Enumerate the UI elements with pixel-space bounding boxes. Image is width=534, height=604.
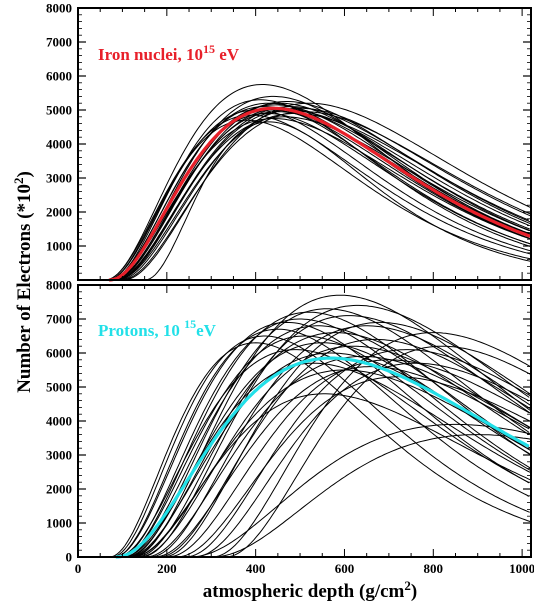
mean-shower-curve bbox=[115, 356, 530, 559]
y-tick-label: 0 bbox=[66, 550, 73, 565]
y-axis-title-text: Number of Electrons (*10 bbox=[14, 184, 35, 393]
y-tick-label: 2000 bbox=[46, 205, 72, 220]
iron-annotation: Iron nuclei, 1015 eV bbox=[98, 42, 240, 64]
iron-annotation-text: Iron nuclei, 10 bbox=[98, 45, 203, 64]
y-tick-label: 6000 bbox=[46, 69, 72, 84]
shower-curve bbox=[135, 315, 531, 558]
shower-curve bbox=[104, 84, 532, 281]
y-tick-label: 5000 bbox=[46, 380, 72, 395]
shower-curve bbox=[137, 345, 530, 558]
proton-annotation-unit: eV bbox=[196, 321, 217, 340]
proton-plot-frame bbox=[77, 284, 532, 558]
iron-plot-frame bbox=[77, 7, 532, 281]
shower-curve bbox=[162, 321, 531, 558]
shower-curve bbox=[109, 99, 531, 281]
shower-curve bbox=[189, 423, 531, 558]
x-tick-label: 600 bbox=[335, 561, 355, 576]
shower-curve bbox=[120, 335, 531, 558]
shower-curve bbox=[113, 321, 530, 558]
proton-annotation-text: Protons, 10 bbox=[98, 321, 184, 340]
y-tick-label: 1000 bbox=[46, 516, 72, 531]
x-tick-label: 400 bbox=[246, 561, 266, 576]
x-tick-label: 200 bbox=[157, 561, 177, 576]
shower-curve bbox=[144, 121, 532, 281]
shower-curve bbox=[224, 345, 532, 558]
shower-curve bbox=[193, 362, 530, 558]
shower-curve bbox=[140, 304, 530, 558]
shower-curve bbox=[126, 308, 530, 558]
proton-shower-curves bbox=[109, 294, 532, 559]
y-tick-label: 2000 bbox=[46, 482, 72, 497]
y-tick-label: 8000 bbox=[46, 1, 72, 16]
shower-curve bbox=[122, 325, 531, 558]
shower-curve bbox=[115, 112, 529, 281]
shower-curve bbox=[109, 342, 531, 558]
shower-curve bbox=[211, 332, 532, 558]
shower-curve bbox=[175, 376, 531, 558]
shower-curve bbox=[120, 111, 531, 281]
x-tick-label: 1000 bbox=[509, 561, 534, 576]
shower-curve bbox=[117, 107, 532, 281]
y-tick-label: 4000 bbox=[46, 137, 72, 152]
y-tick-label: 7000 bbox=[46, 35, 72, 50]
panel-protons: 0 1000 2000 3000 4000 5000 6000 7000 8000 0 200 400… bbox=[46, 278, 534, 577]
y-tick-label: 4000 bbox=[46, 414, 72, 429]
x-tick-label: 800 bbox=[424, 561, 444, 576]
y-tick-label: 1000 bbox=[46, 239, 72, 254]
proton-annotation-exponent: 15 bbox=[184, 317, 196, 331]
mean-shower-curve bbox=[108, 106, 531, 282]
shower-curve bbox=[109, 104, 532, 281]
shower-curve bbox=[108, 102, 530, 281]
y-axis-title: Number of Electrons (*102) bbox=[11, 171, 35, 393]
x-axis-title-text: atmospheric depth (g/cm bbox=[203, 581, 405, 602]
shower-curve bbox=[211, 434, 532, 558]
iron-y-ticks: 1000 2000 3000 4000 5000 6000 7000 8000 bbox=[46, 1, 531, 281]
x-tick-label: 0 bbox=[75, 561, 82, 576]
y-tick-label: 6000 bbox=[46, 346, 72, 361]
iron-annotation-exponent: 15 bbox=[203, 42, 215, 56]
shower-curve bbox=[112, 101, 532, 281]
iron-annotation-unit: eV bbox=[215, 45, 240, 64]
y-axis-title-end: ) bbox=[14, 171, 35, 177]
y-tick-label: 8000 bbox=[46, 278, 72, 293]
shower-curve bbox=[111, 335, 530, 558]
x-axis-title-end: ) bbox=[411, 581, 417, 602]
shower-curve bbox=[115, 109, 529, 281]
y-tick-label: 7000 bbox=[46, 312, 72, 327]
y-tick-label: 3000 bbox=[46, 171, 72, 186]
y-tick-label: 5000 bbox=[46, 103, 72, 118]
panel-iron: 1000 2000 3000 4000 5000 6000 7000 8000 Iron nu… bbox=[46, 1, 532, 282]
shower-curve bbox=[117, 318, 532, 558]
shower-curve bbox=[131, 369, 532, 558]
shower-curve bbox=[157, 338, 532, 558]
y-axis-title-exponent: 2 bbox=[11, 178, 26, 185]
shower-curve bbox=[131, 294, 532, 558]
shower-curve bbox=[122, 102, 531, 281]
x-axis-title: atmospheric depth (g/cm2) bbox=[203, 578, 417, 602]
shower-curve bbox=[120, 311, 531, 558]
x-axis-title-exponent: 2 bbox=[404, 578, 411, 593]
iron-shower-curves bbox=[104, 84, 532, 282]
proton-annotation: Protons, 10 15eV bbox=[98, 317, 217, 340]
y-tick-label: 3000 bbox=[46, 448, 72, 463]
